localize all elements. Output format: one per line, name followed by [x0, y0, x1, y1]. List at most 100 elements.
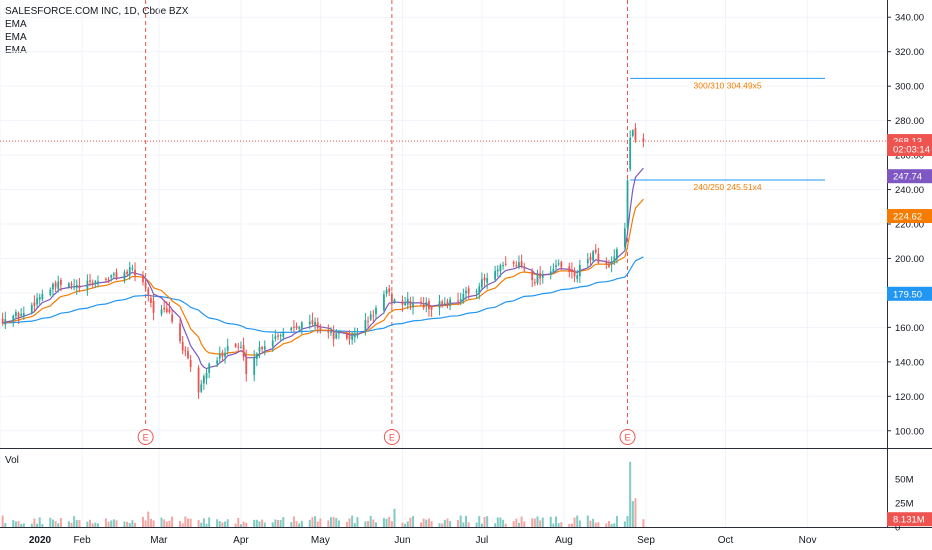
volume-bar — [20, 523, 23, 527]
candle-body — [539, 272, 542, 279]
candle-body — [523, 268, 526, 270]
candle-body — [200, 384, 203, 392]
candle-body — [1, 318, 4, 324]
volume-bar — [224, 521, 227, 527]
volume-bar — [401, 522, 404, 527]
candle-body — [300, 322, 303, 329]
volume-bar — [531, 518, 534, 527]
candle-body — [478, 286, 481, 294]
volume-bar — [316, 521, 319, 527]
candle-body — [165, 308, 168, 312]
volume-bar — [557, 523, 560, 527]
ema-fast-line[interactable] — [2, 167, 644, 370]
volume-bar — [388, 516, 391, 527]
candle-body — [168, 309, 171, 313]
ema-slow-line[interactable] — [2, 256, 644, 333]
volume-bar — [345, 521, 348, 527]
level-annotation[interactable]: 300/310 304.49x5 — [630, 77, 825, 90]
price-tick-label: 340.00 — [895, 13, 924, 24]
level-annotation[interactable]: 240/250 245.51x4 — [630, 179, 825, 192]
volume-axis[interactable]: 50M 25M 08.131M — [887, 475, 932, 534]
volume-bar — [494, 523, 497, 527]
candle-body — [152, 300, 155, 313]
candle-body — [263, 346, 266, 350]
time-tick-label: Apr — [233, 535, 249, 546]
candle-body — [73, 286, 76, 288]
volume-bar — [597, 522, 600, 527]
candle-body — [390, 294, 393, 302]
volume-bar — [462, 522, 465, 527]
time-axis[interactable]: 2020 Feb Mar Apr May Jun Jul Aug Sep Oct Nov — [29, 535, 817, 546]
candle-body — [393, 299, 396, 303]
symbol-title[interactable]: SALESFORCE.COM INC, 1D, Cboe BZX — [5, 6, 189, 17]
earnings-label: E — [143, 433, 149, 443]
volume-bar — [152, 520, 155, 527]
ema-mid-line[interactable] — [2, 198, 644, 356]
volume-bar — [261, 519, 264, 527]
volume-bar — [279, 520, 282, 527]
candle-body — [404, 303, 407, 305]
earnings-marker[interactable]: E — [619, 429, 636, 445]
volume-pane-label: Vol — [5, 455, 19, 466]
ema-indicator-3[interactable]: EMA — [5, 45, 27, 56]
candle-body — [555, 265, 557, 268]
candle-body — [512, 262, 515, 264]
candle-body — [147, 288, 150, 296]
candle-body — [465, 290, 467, 294]
volume-bar — [107, 521, 110, 527]
volume-bar — [33, 518, 36, 527]
candle-body — [144, 282, 147, 288]
candle-body — [446, 301, 449, 305]
volume-bar — [202, 518, 205, 527]
volume-bar — [443, 520, 446, 527]
volume-bar — [30, 523, 33, 527]
candle-body — [494, 271, 497, 280]
ema-indicator-1[interactable]: EMA — [5, 19, 27, 30]
volume-bar — [205, 523, 208, 527]
volume-bar — [290, 522, 293, 527]
price-badge-label: 224.62 — [893, 212, 922, 223]
volume-bar — [22, 523, 25, 527]
volume-bar — [237, 517, 240, 527]
candle-body — [12, 315, 15, 321]
candle-body — [94, 281, 97, 284]
volume-bar — [634, 498, 637, 527]
candle-body — [330, 331, 332, 333]
candle-body — [571, 269, 573, 272]
candle-body — [123, 272, 126, 280]
candle-body — [515, 264, 518, 266]
volume-bar — [364, 521, 367, 527]
volume-bar — [536, 516, 539, 527]
candle-body — [277, 335, 279, 337]
earnings-marker[interactable]: E — [383, 429, 400, 445]
volume-bar — [327, 520, 330, 527]
volume-bar — [38, 517, 41, 527]
volume-bar — [446, 518, 449, 527]
price-tick-label: 160.00 — [895, 323, 924, 334]
volume-bar — [245, 522, 248, 527]
candle-body — [475, 291, 478, 293]
candle-body — [160, 309, 163, 315]
candle-body — [110, 275, 113, 278]
candle-body — [642, 138, 645, 142]
candle-body — [70, 283, 73, 286]
volume-bars[interactable] — [1, 461, 645, 527]
volume-bar — [277, 520, 280, 527]
candle-body — [78, 285, 81, 289]
candle-body — [316, 322, 319, 329]
volume-bar — [372, 519, 375, 527]
candle-body — [298, 326, 301, 329]
volume-bar — [533, 518, 536, 527]
volume-bar — [96, 523, 99, 527]
candle-body — [242, 345, 245, 357]
price-axis[interactable]: 100.00120.00140.00160.00180.00200.00220.… — [887, 13, 924, 438]
ema-indicator-2[interactable]: EMA — [5, 32, 27, 43]
candle-body — [592, 251, 594, 261]
candle-body — [589, 256, 592, 261]
candle-body — [518, 262, 520, 268]
candle-body — [279, 335, 282, 337]
candles[interactable] — [1, 123, 645, 399]
earnings-marker[interactable]: E — [137, 429, 154, 445]
volume-bar — [465, 515, 468, 527]
